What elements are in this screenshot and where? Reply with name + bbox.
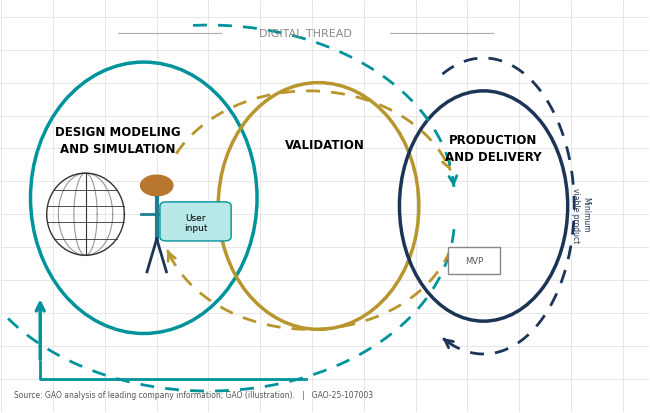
Text: MVP: MVP — [465, 256, 483, 265]
Text: PRODUCTION
AND DELIVERY: PRODUCTION AND DELIVERY — [445, 134, 541, 164]
FancyBboxPatch shape — [160, 202, 231, 241]
Text: DIGITAL THREAD: DIGITAL THREAD — [259, 29, 352, 39]
Text: DESIGN MODELING
AND SIMULATION: DESIGN MODELING AND SIMULATION — [55, 126, 181, 156]
Text: Source: GAO analysis of leading company information; GAO (illustration).   |   G: Source: GAO analysis of leading company … — [14, 390, 374, 399]
FancyBboxPatch shape — [448, 247, 500, 274]
Text: User
input: User input — [184, 213, 207, 233]
Circle shape — [140, 176, 173, 196]
Text: VALIDATION: VALIDATION — [285, 138, 365, 152]
Text: Minimum
viable product: Minimum viable product — [571, 187, 591, 242]
